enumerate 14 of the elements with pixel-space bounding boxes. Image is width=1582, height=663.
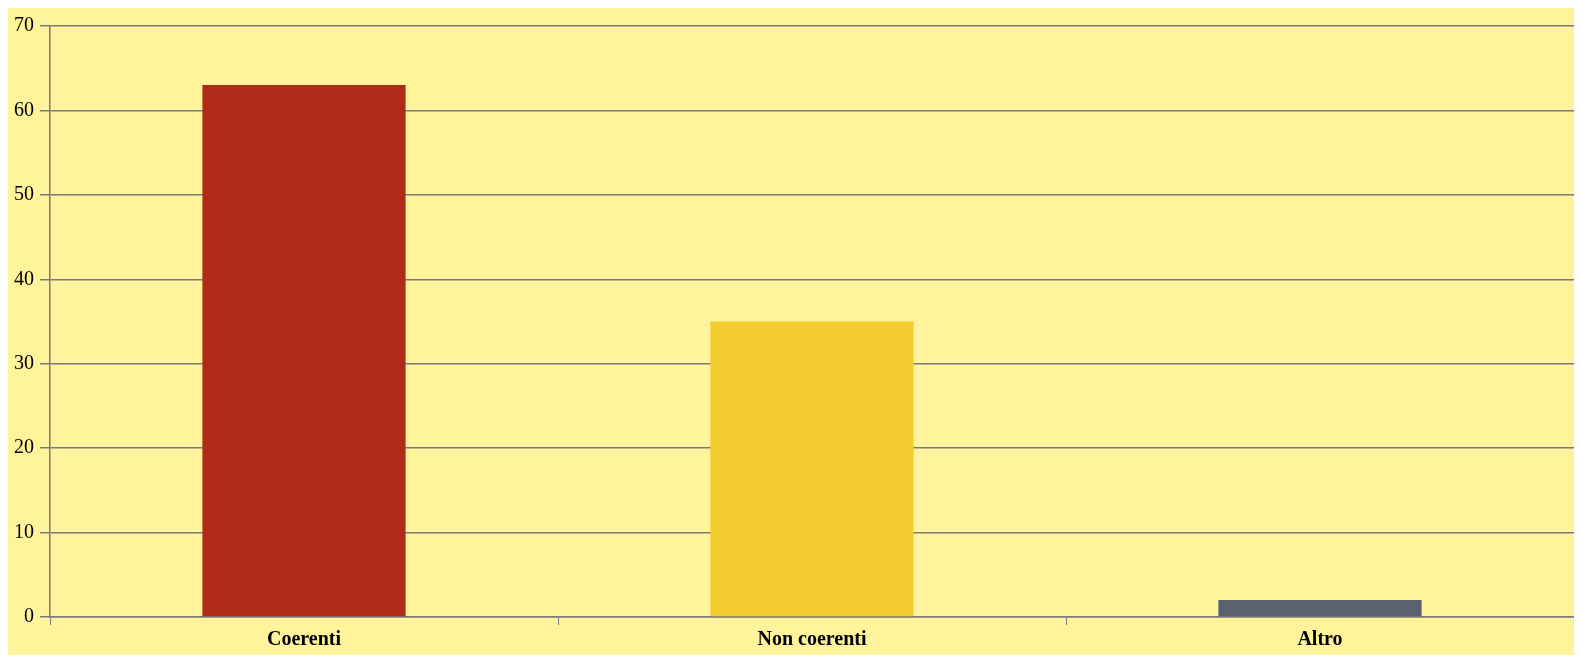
y-tick-label: 20 <box>14 435 34 458</box>
y-tick-label: 0 <box>24 604 34 627</box>
y-tick-label: 40 <box>14 266 34 289</box>
bar <box>202 85 406 617</box>
x-tick-label: Altro <box>1297 627 1343 650</box>
bar <box>1218 600 1422 617</box>
bar <box>710 321 914 617</box>
y-tick-label: 60 <box>14 97 34 120</box>
y-tick-label: 50 <box>14 182 34 205</box>
x-tick-label: Coerenti <box>266 627 342 650</box>
y-tick-label: 70 <box>14 13 34 36</box>
y-tick-label: 30 <box>14 350 34 373</box>
x-tick-label: Non coerenti <box>757 627 867 650</box>
y-tick-label: 10 <box>14 519 34 542</box>
